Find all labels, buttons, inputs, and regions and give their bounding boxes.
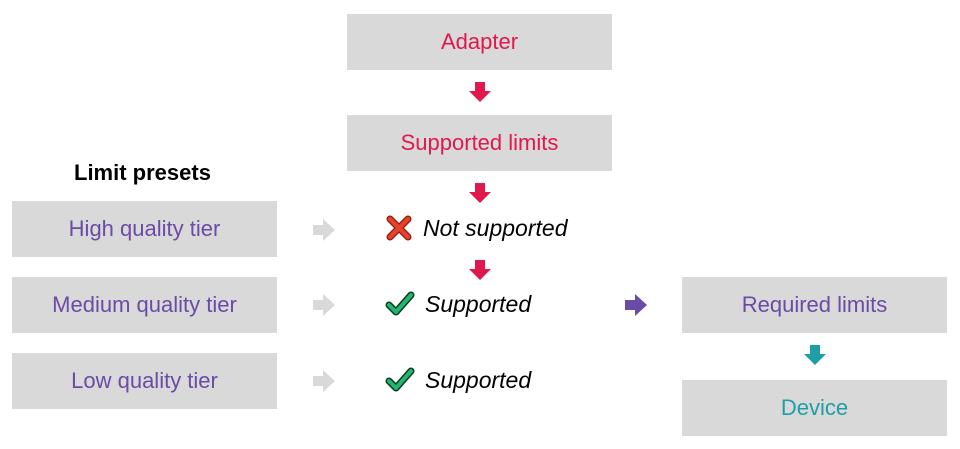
tier-low-box: Low quality tier [12,353,277,409]
status-medium: Supported [385,290,531,318]
status-low: Supported [385,366,531,394]
device-box: Device [682,380,947,436]
adapter-label: Adapter [440,29,519,54]
check-icon [385,291,415,316]
cross-icon [386,215,412,241]
right-arrow-grey-low [313,370,335,392]
tier-label: Medium quality tier [52,292,237,317]
right-arrow-grey-high [313,219,335,241]
tier-medium-box: Medium quality tier [12,277,277,333]
down-arrow-adapter [469,82,491,102]
adapter-box: Adapter [347,14,612,70]
check-icon [385,367,415,392]
down-arrow-supported [469,183,491,203]
required-limits-label: Required limits [741,292,888,317]
tier-high-box: High quality tier [12,201,277,257]
right-arrow-grey-medium [313,294,335,316]
tier-label: High quality tier [68,216,221,241]
status-text: Supported [425,290,532,317]
status-high: Not supported [385,214,567,242]
limit-presets-heading: Limit presets [74,160,211,185]
status-text: Not supported [423,214,568,241]
supported-limits-label: Supported limits [400,130,559,155]
down-arrow-status [469,260,491,280]
down-arrow-teal [804,345,826,365]
tier-label: Low quality tier [71,368,218,393]
supported-limits-box: Supported limits [347,115,612,171]
device-label: Device [780,395,849,420]
required-limits-box: Required limits [682,277,947,333]
right-arrow-purple [625,294,647,316]
status-text: Supported [425,366,532,393]
